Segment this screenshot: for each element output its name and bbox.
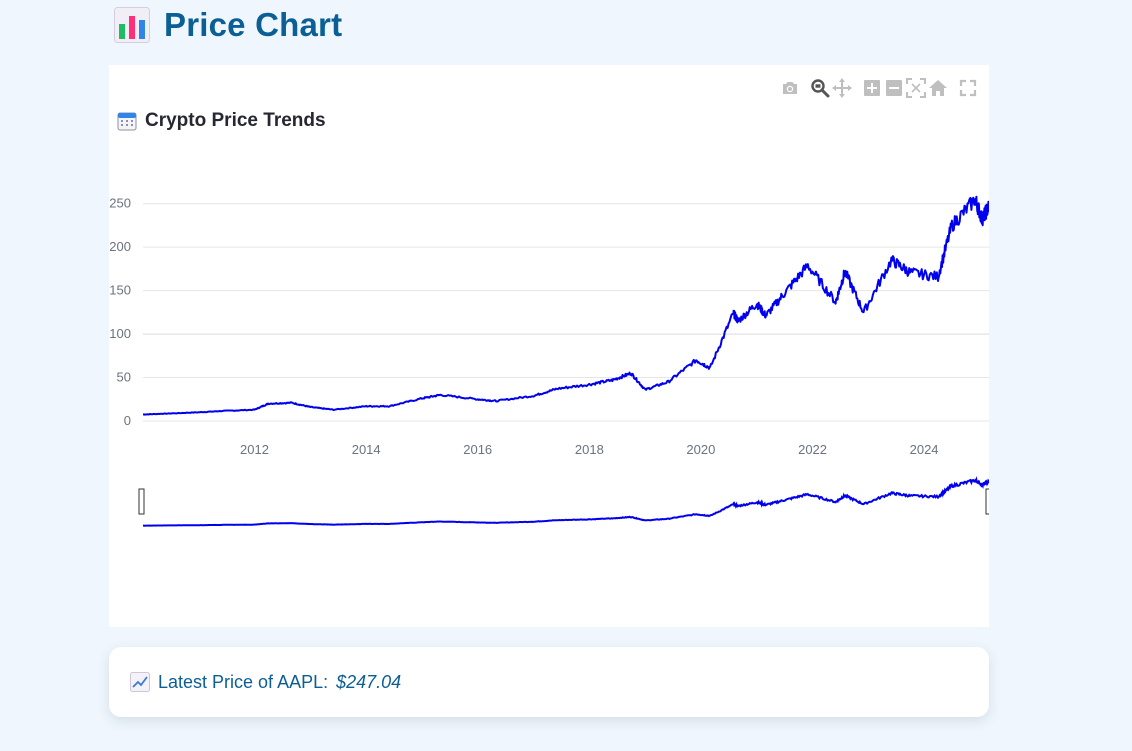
chart-card: 0 50 100 150 200 250 2012 2014 2016 2018 2020 2022 2… <box>109 65 989 627</box>
zoom-in-icon[interactable] <box>861 77 883 99</box>
fullscreen-icon[interactable] <box>957 77 979 99</box>
range-slider-line <box>143 476 989 527</box>
chart-title-text: Crypto Price Trends <box>145 110 326 131</box>
chart-modebar <box>779 77 979 99</box>
x-tick-label: 2024 <box>910 442 939 457</box>
latest-price-card: Latest Price of AAPL: $247.04 <box>109 647 989 717</box>
page-title: Price Chart <box>164 6 343 43</box>
x-tick-label: 2016 <box>463 442 492 457</box>
latest-price-value: $247.04 <box>336 671 402 692</box>
latest-price-line: Latest Price of AAPL: $247.04 <box>130 672 401 693</box>
pan-icon[interactable] <box>831 77 853 99</box>
x-tick-label: 2018 <box>575 442 604 457</box>
chart-title: Crypto Price Trends <box>117 110 326 132</box>
calendar-icon <box>117 112 137 131</box>
page-header: Price Chart <box>114 6 342 44</box>
x-tick-label: 2014 <box>352 442 381 457</box>
y-tick-label: 0 <box>124 413 131 428</box>
price-line <box>142 195 989 416</box>
zoom-icon[interactable] <box>809 77 831 99</box>
autoscale-icon[interactable] <box>905 77 927 99</box>
zoom-out-icon[interactable] <box>883 77 905 99</box>
reset-axes-icon[interactable] <box>927 77 949 99</box>
chart-increasing-icon <box>130 672 150 692</box>
y-tick-label: 250 <box>109 196 131 211</box>
x-tick-label: 2022 <box>798 442 827 457</box>
x-tick-label: 2012 <box>240 442 269 457</box>
range-slider-right-handle <box>985 488 989 515</box>
y-tick-label: 200 <box>109 239 131 254</box>
latest-price-label: Latest Price of AAPL: <box>158 671 329 692</box>
range-slider-left-handle <box>138 488 145 515</box>
camera-icon[interactable] <box>779 77 801 99</box>
x-tick-label: 2020 <box>686 442 715 457</box>
y-tick-label: 100 <box>109 326 131 341</box>
bar-chart-icon <box>114 7 150 43</box>
y-tick-label: 50 <box>117 370 131 385</box>
y-tick-label: 150 <box>109 283 131 298</box>
price-line-chart[interactable]: 0 50 100 150 200 250 2012 2014 2016 2018 2020 2022 2… <box>109 65 989 627</box>
